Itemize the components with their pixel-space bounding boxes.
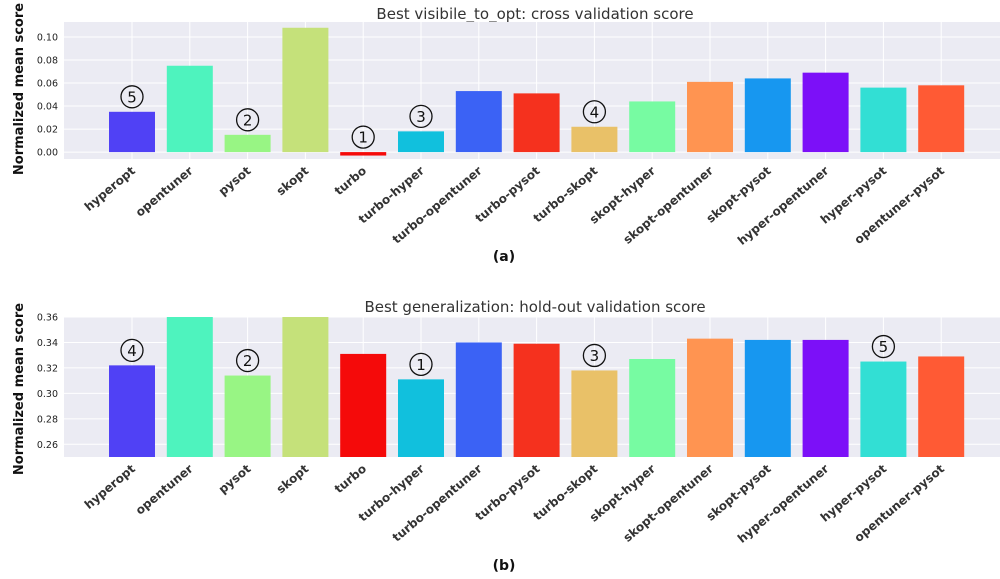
y-tick-label: 0.34	[37, 338, 58, 349]
bars-a	[109, 27, 965, 156]
y-tick-label: 0.30	[37, 389, 58, 400]
y-tick-label: 0.08	[37, 55, 58, 66]
chart-title-a: Best visibile_to_opt: cross validation s…	[376, 5, 693, 24]
rank-circle	[409, 104, 433, 129]
y-tick-label: 0.10	[37, 32, 58, 43]
rank-number: 3	[590, 347, 600, 365]
bar-turbo-hyper	[398, 379, 444, 457]
bar-skopt-pysot	[744, 339, 791, 457]
y-tick-label: 0.32	[37, 363, 58, 374]
rank-circle	[120, 338, 144, 363]
rank-marker: 1	[409, 352, 433, 377]
x-tick-label: turbo	[332, 164, 369, 199]
bar-hyper-pysot	[860, 361, 907, 457]
rank-circle	[235, 348, 260, 373]
rank-circle	[235, 108, 260, 132]
bar-skopt-pysot	[744, 78, 791, 153]
bar-turbo-opentuner	[455, 342, 502, 457]
x-tick-label: opentuner	[133, 164, 196, 220]
y-tick-label: 0.28	[37, 414, 58, 425]
rank-number: 5	[127, 88, 137, 106]
bar-hyper-opentuner	[802, 339, 849, 457]
x-tick-label: opentuner	[133, 462, 196, 518]
chart-title-b: Best generalization: hold-out validation…	[364, 298, 705, 316]
bar-hyper-opentuner	[802, 72, 849, 153]
x-tick-label: hyperopt	[82, 163, 138, 213]
bar-skopt-hyper	[629, 359, 676, 457]
bar-skopt	[282, 317, 329, 457]
y-ticks-a: 0.00 0.02 0.04 0.06 0.08 0.10	[37, 32, 58, 158]
y-tick-label: 0.04	[37, 102, 58, 113]
bar-turbo	[340, 152, 387, 156]
rank-circle	[120, 85, 144, 109]
x-tick-label: turbo	[332, 462, 369, 497]
bar-skopt-hyper	[629, 101, 676, 153]
rank-marker: 2	[235, 108, 260, 132]
x-tick-label: hyperopt	[82, 461, 138, 511]
rank-marker: 3	[409, 104, 433, 129]
bar-turbo-skopt	[571, 370, 618, 457]
bar-skopt-opentuner	[687, 338, 733, 457]
y-tick-label: 0.06	[37, 79, 58, 90]
y-tick-label: 0.36	[37, 313, 58, 324]
bar-pysot	[224, 375, 271, 457]
rank-number: 4	[127, 342, 137, 360]
bar-turbo-skopt	[571, 126, 618, 153]
bar-skopt-opentuner	[687, 81, 733, 153]
rank-number: 2	[243, 111, 253, 129]
rank-number: 2	[243, 352, 253, 370]
bar-hyperopt	[109, 365, 155, 457]
bar-turbo-hyper	[398, 131, 444, 153]
rank-marker: 2	[235, 348, 260, 373]
rank-marker: 1	[351, 125, 375, 149]
bar-turbo	[340, 353, 387, 457]
rank-circle	[409, 352, 433, 377]
bar-skopt	[282, 27, 329, 153]
x-tick-label: pysot	[216, 163, 254, 198]
bar-hyper-pysot	[860, 87, 907, 153]
y-axis-label-b: Normalized mean score	[12, 303, 27, 475]
rank-circle	[582, 343, 607, 368]
rank-number: 5	[879, 338, 889, 356]
rank-number: 4	[590, 103, 600, 121]
rank-marker: 4	[120, 338, 144, 363]
rank-number: 1	[416, 356, 426, 374]
bar-opentuner	[166, 65, 213, 153]
x-tick-label: skopt	[274, 163, 312, 198]
panel-label-a: (a)	[493, 249, 515, 265]
y-tick-label: 0.00	[37, 148, 58, 159]
bar-turbo-opentuner	[455, 91, 502, 153]
bar-opentuner-pysot	[918, 85, 965, 153]
rank-marker: 4	[582, 100, 607, 124]
rank-markers-b: 4 2 1 3 5	[120, 334, 896, 377]
chart-panel-a: Best visibile_to_opt: cross validation s…	[12, 3, 1000, 265]
chart-panel-b: Best generalization: hold-out validation…	[12, 298, 1000, 574]
bars-b	[109, 317, 965, 457]
rank-number: 1	[358, 129, 368, 147]
bar-hyperopt	[109, 111, 155, 153]
bar-turbo-pysot	[513, 93, 560, 153]
rank-marker: 3	[582, 343, 607, 368]
rank-marker: 5	[871, 334, 896, 359]
x-tick-label: pysot	[216, 461, 254, 496]
x-tick-label: skopt	[274, 461, 312, 496]
bar-turbo-pysot	[513, 343, 560, 457]
rank-circle	[351, 125, 375, 149]
y-tick-label: 0.26	[37, 440, 58, 451]
panel-label-b: (b)	[493, 558, 516, 574]
rank-number: 3	[416, 108, 426, 126]
bar-opentuner-pysot	[918, 356, 965, 457]
bar-opentuner	[166, 317, 213, 457]
rank-circle	[871, 334, 896, 359]
y-axis-label-a: Normalized mean score	[12, 3, 27, 175]
rank-circle	[582, 100, 607, 124]
y-tick-label: 0.02	[37, 125, 58, 136]
bar-pysot	[224, 134, 271, 153]
rank-marker: 5	[120, 85, 144, 109]
rank-markers-a: 5 2 1 3 4	[120, 85, 607, 149]
y-ticks-b: 0.26 0.28 0.30 0.32 0.34 0.36	[37, 313, 58, 451]
